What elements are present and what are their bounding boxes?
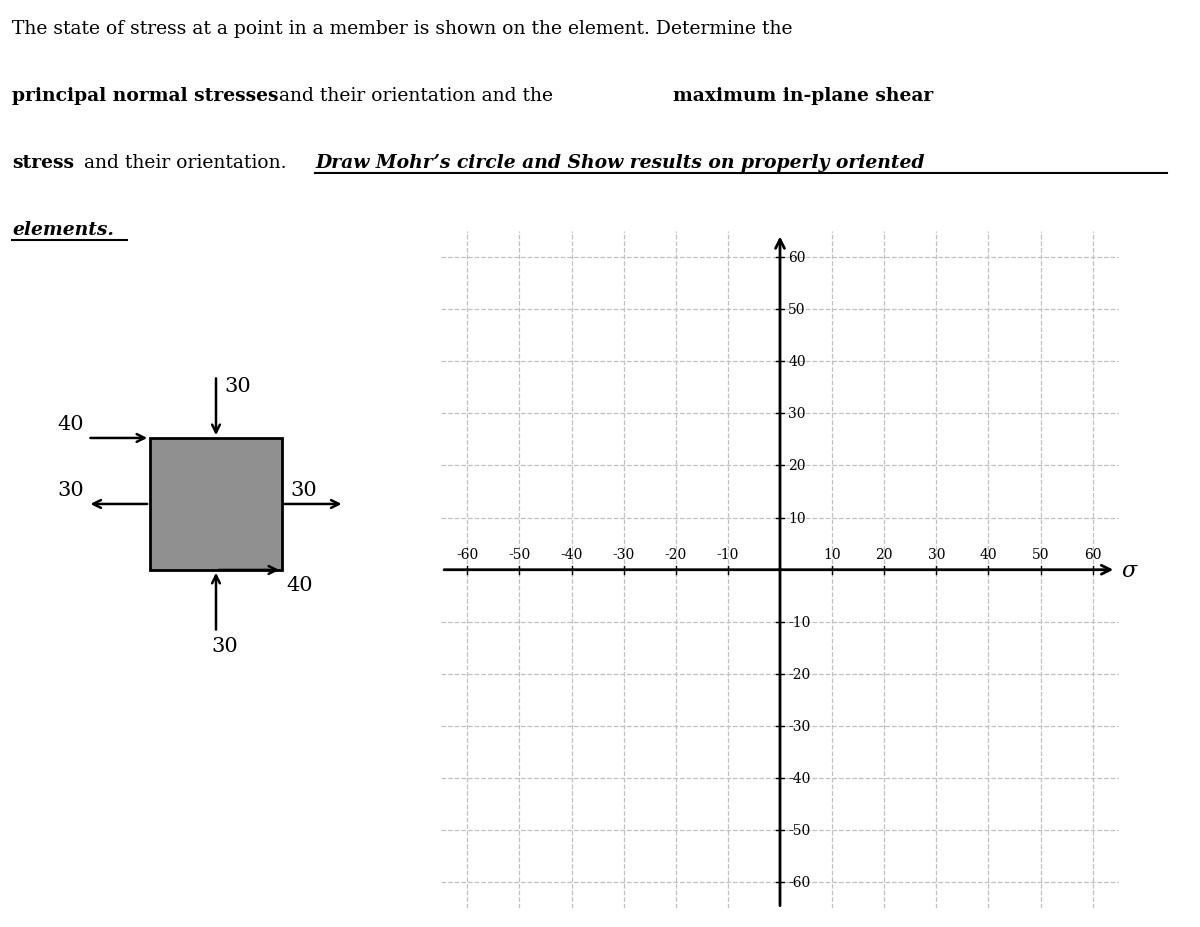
Text: -50: -50: [788, 823, 810, 837]
Text: and their orientation and the: and their orientation and the: [274, 87, 559, 105]
Text: -40: -40: [560, 548, 583, 562]
Text: σ: σ: [1121, 559, 1136, 581]
Text: -20: -20: [665, 548, 686, 562]
Text: stress: stress: [12, 154, 74, 171]
Text: and their orientation.: and their orientation.: [78, 154, 293, 171]
Text: 30: 30: [224, 376, 251, 395]
Text: elements.: elements.: [12, 221, 114, 238]
Text: 50: 50: [1032, 548, 1049, 562]
Text: 30: 30: [788, 407, 806, 421]
Text: 40: 40: [788, 355, 806, 369]
Text: -60: -60: [788, 875, 810, 889]
Text: 20: 20: [788, 459, 806, 473]
Text: -20: -20: [788, 667, 810, 681]
Text: -40: -40: [788, 771, 811, 785]
Text: 40: 40: [287, 575, 313, 594]
Bar: [150, 438, 282, 570]
Text: 30: 30: [58, 480, 84, 500]
Text: 40: 40: [979, 548, 997, 562]
Text: -10: -10: [716, 548, 739, 562]
Text: maximum in-plane shear: maximum in-plane shear: [673, 87, 934, 105]
Text: The state of stress at a point in a member is shown on the element. Determine th: The state of stress at a point in a memb…: [12, 20, 792, 38]
Text: 30: 30: [290, 480, 317, 500]
Text: -60: -60: [456, 548, 479, 562]
Text: -10: -10: [788, 616, 811, 629]
Text: 30: 30: [928, 548, 946, 562]
Text: -30: -30: [612, 548, 635, 562]
Text: 30: 30: [211, 636, 238, 655]
Text: 50: 50: [788, 303, 806, 317]
Text: 10: 10: [823, 548, 841, 562]
Text: 60: 60: [788, 251, 806, 265]
Text: τ: τ: [780, 921, 796, 927]
Text: 60: 60: [1084, 548, 1102, 562]
Text: principal normal stresses: principal normal stresses: [12, 87, 278, 105]
Text: 10: 10: [788, 511, 806, 525]
Text: 20: 20: [876, 548, 893, 562]
Text: 40: 40: [58, 414, 84, 434]
Text: -30: -30: [788, 719, 810, 733]
Text: -50: -50: [509, 548, 530, 562]
Text: Draw Mohr’s circle and Show results on properly oriented: Draw Mohr’s circle and Show results on p…: [316, 154, 925, 171]
